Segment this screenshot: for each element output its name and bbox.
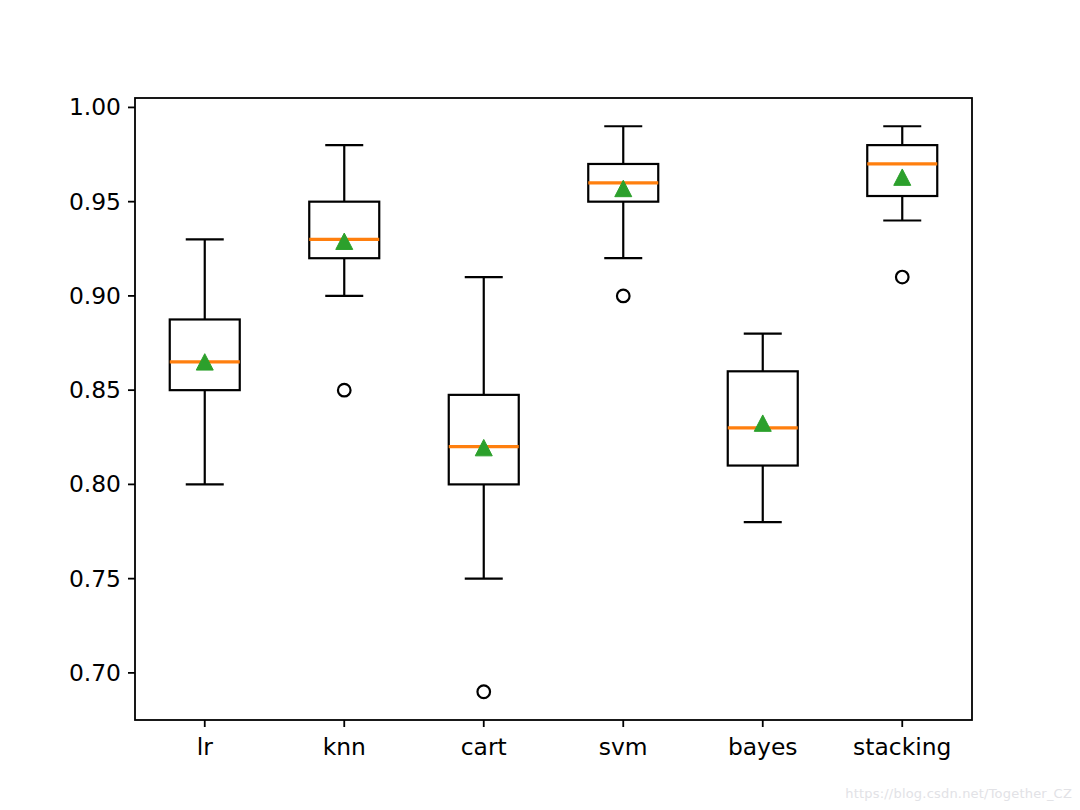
x-tick-label: lr — [197, 733, 213, 761]
outlier-knn — [338, 384, 351, 397]
x-tick-label: cart — [461, 733, 507, 761]
y-tick-label: 0.90 — [69, 282, 121, 310]
outlier-cart — [477, 685, 490, 698]
x-tick-label: svm — [599, 733, 648, 761]
y-tick-label: 0.70 — [69, 659, 121, 687]
x-tick-label: knn — [323, 733, 366, 761]
y-tick-label: 0.75 — [69, 565, 121, 593]
x-tick-label: bayes — [728, 733, 798, 761]
y-tick-label: 0.95 — [69, 188, 121, 216]
outlier-stacking — [896, 271, 909, 284]
y-tick-label: 1.00 — [69, 93, 121, 121]
y-tick-label: 0.80 — [69, 470, 121, 498]
boxplot-chart: 0.70 0.75 0.80 0.85 0.90 0.95 1.00 lr knn cart svm… — [0, 0, 1080, 810]
y-tick-label: 0.85 — [69, 376, 121, 404]
x-tick-label: stacking — [853, 733, 951, 761]
outlier-svm — [617, 290, 630, 303]
plot-frame — [135, 98, 972, 720]
watermark-text: https://blog.csdn.net/Together_CZ — [845, 786, 1072, 801]
boxplot-figure: 0.70 0.75 0.80 0.85 0.90 0.95 1.00 lr knn cart svm… — [0, 0, 1080, 810]
